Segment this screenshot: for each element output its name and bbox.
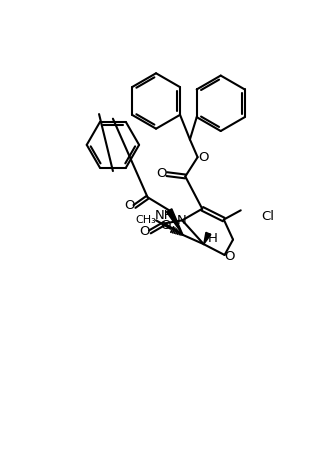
Text: O: O xyxy=(199,151,209,164)
Text: H: H xyxy=(208,231,218,244)
Text: O: O xyxy=(124,199,134,212)
Text: Cl: Cl xyxy=(261,210,274,223)
Text: NH: NH xyxy=(155,208,174,221)
Text: O: O xyxy=(160,218,171,231)
Text: O: O xyxy=(156,167,167,179)
Text: O: O xyxy=(139,224,150,237)
Polygon shape xyxy=(166,209,183,235)
Text: CH₃: CH₃ xyxy=(136,214,156,224)
Polygon shape xyxy=(204,233,211,244)
Text: N: N xyxy=(177,214,186,226)
Text: O: O xyxy=(225,250,235,262)
